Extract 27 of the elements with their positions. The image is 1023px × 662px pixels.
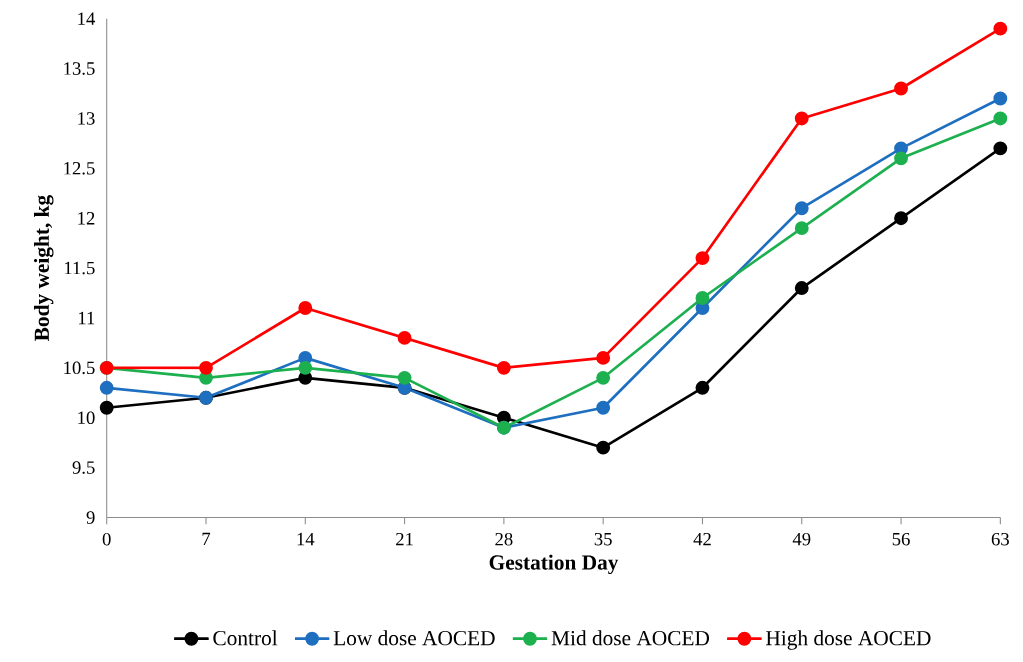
- y-tick-label: 10.5: [64, 361, 95, 375]
- y-tick-label: 13.5: [64, 62, 95, 76]
- y-tick-label: 14: [78, 12, 96, 26]
- x-tick-label: 63: [991, 533, 1009, 546]
- y-tick-label: 11.5: [64, 262, 95, 275]
- x-tick-label: 49: [792, 533, 811, 546]
- y-tick-label: 12.5: [64, 162, 95, 175]
- x-tick-label: 42: [693, 533, 711, 546]
- legend-label: Control: [213, 630, 278, 646]
- y-tick-label: 12: [78, 212, 95, 225]
- legend-label: High dose AOCED: [766, 630, 931, 650]
- x-tick-label: 21: [396, 533, 413, 546]
- x-tick-label: 56: [892, 533, 910, 546]
- y-tick-label: 10: [78, 411, 95, 425]
- y-tick-label: 9.5: [72, 461, 95, 475]
- y-axis-title: Body weight, kg: [33, 195, 54, 342]
- y-tick-label: 9: [86, 511, 95, 524]
- x-tick-label: 35: [594, 533, 612, 546]
- legend-label: Low dose AOCED: [333, 630, 495, 646]
- x-tick-label: 0: [102, 533, 111, 546]
- x-tick-label: 28: [495, 533, 513, 546]
- y-tick-label: 13: [78, 112, 95, 125]
- x-axis-title: Gestation Day: [489, 554, 619, 575]
- y-tick-label: 11: [78, 312, 95, 325]
- legend-label: Mid dose AOCED: [551, 630, 710, 646]
- x-tick-label: 14: [297, 533, 315, 546]
- x-tick-label: 7: [202, 533, 211, 546]
